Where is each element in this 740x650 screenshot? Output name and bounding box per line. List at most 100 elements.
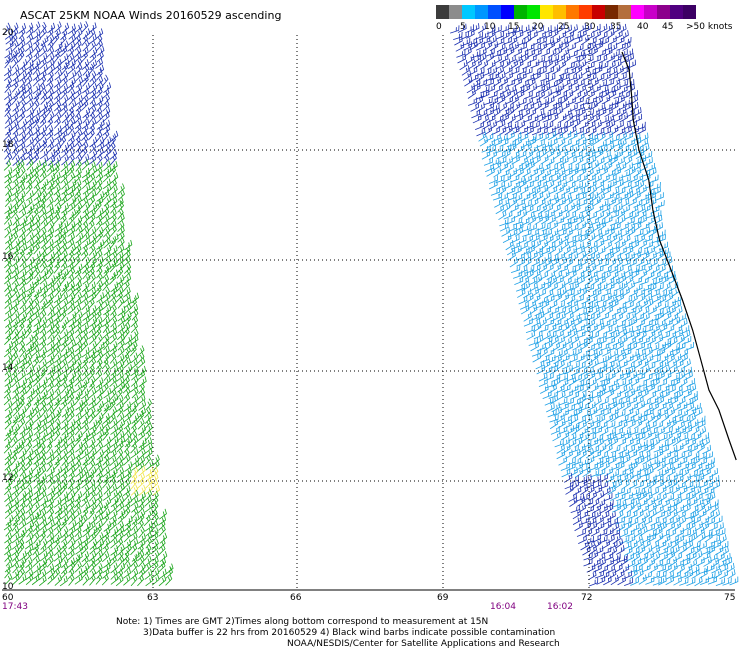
wind-barb (59, 101, 68, 113)
wind-barb (521, 160, 530, 172)
wind-barb (4, 303, 13, 315)
wind-barb (686, 577, 696, 586)
wind-barb (551, 312, 560, 322)
wind-barb (4, 203, 13, 214)
wind-barb (549, 364, 559, 375)
wind-barb (518, 126, 528, 135)
wind-barb (467, 37, 477, 46)
wind-barb (570, 367, 580, 377)
wind-barb (691, 541, 701, 550)
wind-barb (633, 167, 642, 178)
wind-barb (60, 491, 69, 503)
wind-barb (38, 490, 47, 502)
wind-barb (102, 100, 110, 112)
wind-barb (46, 189, 54, 201)
wind-barb (529, 144, 539, 155)
wind-barb (692, 431, 702, 442)
wind-barb (40, 237, 48, 249)
wind-barb (53, 363, 62, 375)
wind-barb (577, 23, 587, 33)
wind-barb (598, 31, 608, 40)
wind-barb (124, 339, 133, 351)
wind-barb (652, 409, 662, 419)
wind-barb (531, 348, 542, 357)
wind-barb (700, 516, 710, 526)
wind-barb (647, 282, 657, 292)
wind-barb (711, 540, 721, 549)
wind-barb (5, 285, 13, 297)
wind-barb (109, 370, 117, 382)
wind-barb (25, 557, 33, 569)
wind-barb (32, 501, 40, 514)
wind-barb (560, 462, 570, 471)
wind-barb (82, 310, 91, 321)
wind-barb (74, 238, 82, 250)
wind-barb (33, 242, 41, 255)
wind-barb (643, 288, 652, 298)
wind-barb (696, 442, 705, 453)
wind-barb (96, 119, 105, 130)
wind-barb (609, 101, 619, 111)
wind-barb (116, 537, 124, 550)
wind-barb (47, 111, 55, 123)
wind-barb (33, 39, 40, 52)
wind-barb (40, 21, 47, 34)
wind-barb (19, 495, 27, 507)
wind-barb (486, 25, 496, 35)
wind-barb (5, 537, 12, 550)
wind-barb (614, 451, 624, 460)
wind-barb (680, 467, 690, 478)
wind-barb (40, 298, 48, 310)
wind-barb (666, 384, 676, 394)
wind-barb (26, 303, 34, 315)
wind-barb (582, 42, 591, 52)
wind-barb (32, 75, 40, 87)
wind-barb (632, 216, 642, 226)
wind-barb (648, 197, 657, 208)
wind-barb (39, 309, 47, 322)
wind-barb (32, 304, 41, 316)
wind-barb (25, 454, 33, 467)
wind-barb (534, 307, 544, 317)
wind-barb (54, 525, 62, 537)
wind-barb (67, 544, 75, 556)
wind-barb (123, 401, 132, 412)
wind-barb (117, 315, 126, 327)
wind-barb (497, 185, 507, 196)
wind-barb (81, 543, 89, 555)
wind-barb (624, 414, 635, 424)
wind-barb (549, 418, 559, 430)
wind-barb (60, 285, 68, 297)
wind-barb (123, 418, 132, 430)
wind-barb (130, 430, 138, 443)
wind-barb (618, 23, 627, 34)
wind-barb (693, 462, 703, 472)
wind-barb (67, 281, 75, 292)
wind-barb (82, 226, 90, 238)
wind-barb (109, 237, 116, 250)
wind-barb (481, 150, 491, 160)
wind-barb (45, 238, 54, 250)
wind-barb (564, 342, 574, 352)
wind-barb (109, 341, 118, 352)
wind-barb (656, 455, 666, 465)
wind-barb (634, 451, 644, 461)
wind-barb (116, 520, 125, 533)
wind-barb (517, 150, 527, 159)
wind-barb (606, 119, 616, 130)
wind-barb (605, 282, 615, 291)
wind-barb (68, 28, 77, 40)
wind-barb (95, 321, 103, 334)
wind-barb (96, 272, 103, 285)
wind-barb (87, 297, 95, 310)
wind-barb (95, 200, 102, 213)
wind-barb (597, 557, 606, 568)
wind-barb (109, 148, 118, 160)
wind-barb (635, 149, 645, 160)
wind-barb (660, 330, 671, 339)
lon-label-75: 75 (724, 593, 736, 603)
wind-barb (88, 328, 97, 340)
wind-barb (54, 273, 61, 285)
wind-barb (123, 520, 132, 532)
wind-barb (586, 401, 596, 411)
